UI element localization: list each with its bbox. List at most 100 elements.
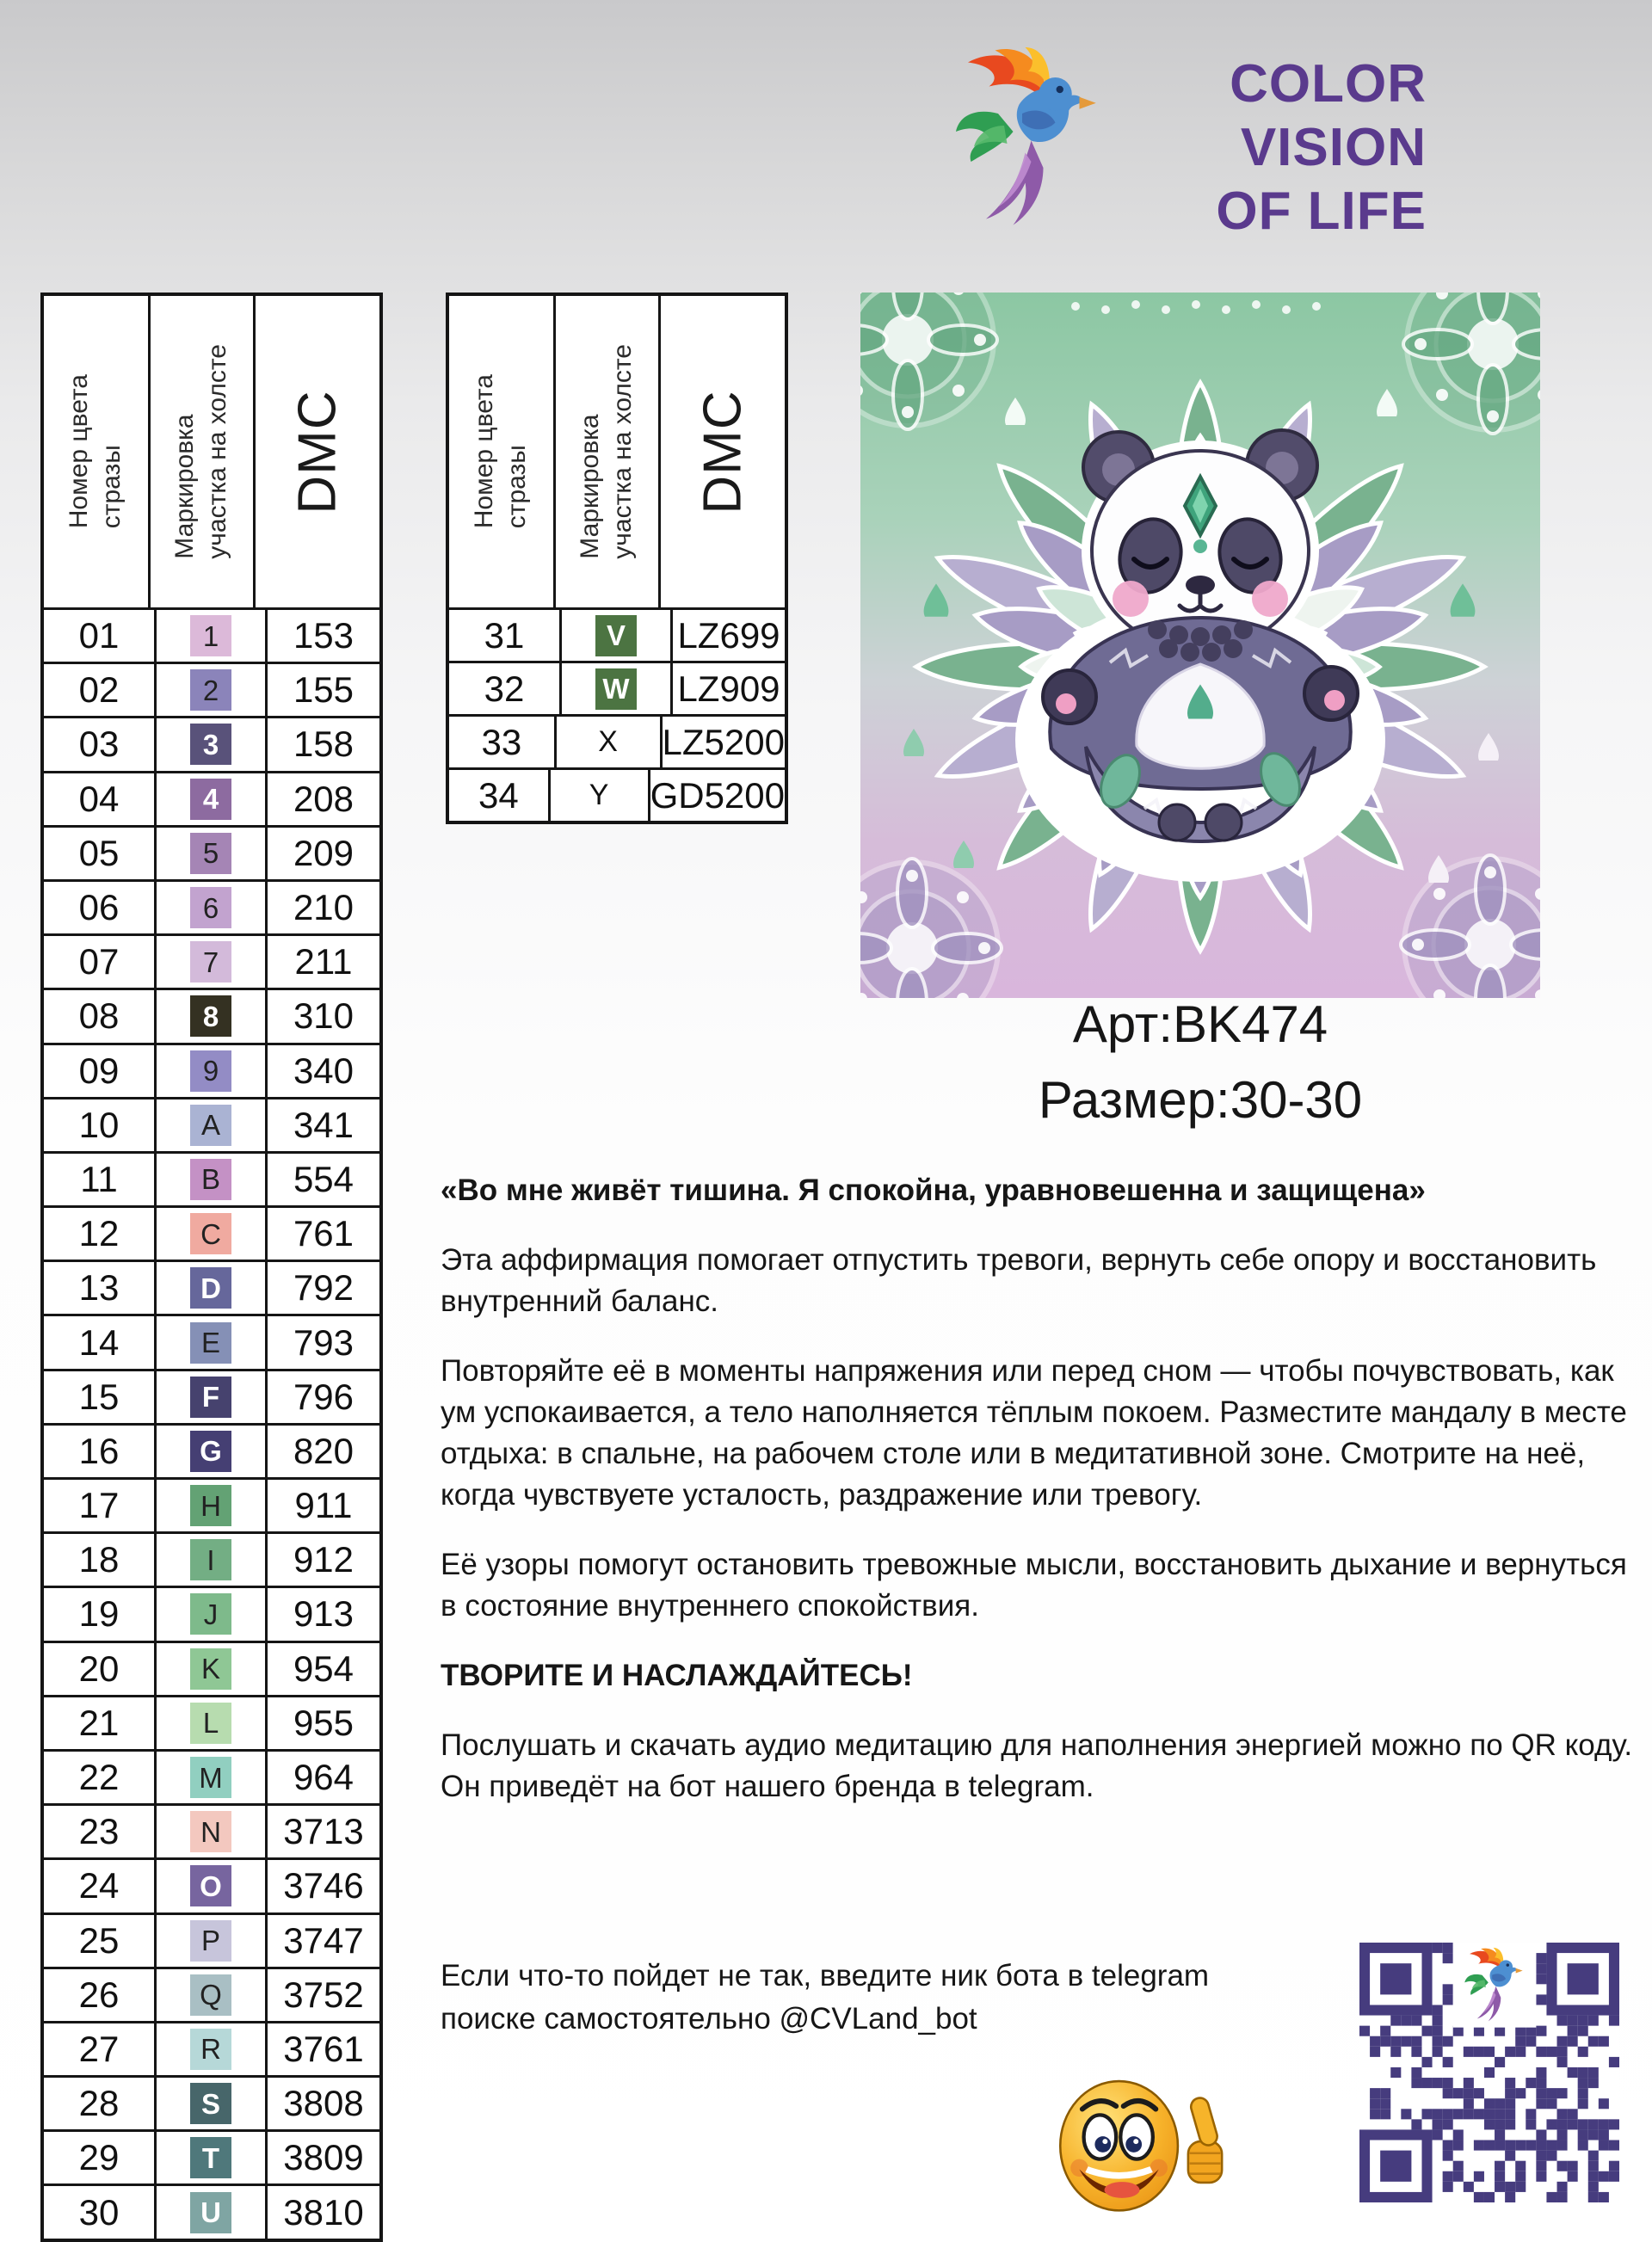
telegram-fallback-note: Если что-то пойдет не так, введите ник б… xyxy=(441,1959,1210,2036)
dmc-code: LZ5200 xyxy=(662,721,785,762)
table-row: 28 S 3808 xyxy=(44,2075,379,2130)
color-swatch: M xyxy=(190,1757,231,1799)
table-row: 15 F 796 xyxy=(44,1368,379,1423)
table-row: 17 H 911 xyxy=(44,1477,379,1532)
bead-number: 01 xyxy=(44,610,157,662)
dmc-code: 210 xyxy=(293,887,354,928)
table-row: 02 2 155 xyxy=(44,662,379,717)
table-header: Номер цвета стразы Маркировка участка на… xyxy=(449,296,785,607)
brand-logo: COLOR VISION OF LIFE xyxy=(942,47,1427,243)
canvas-mark-cell: 4 xyxy=(157,773,268,825)
heading-text: «Во мне живёт тишина. Я спокойна, уравно… xyxy=(441,1173,1426,1207)
table-row: 10 A 341 xyxy=(44,1096,379,1151)
table-row: 20 K 954 xyxy=(44,1640,379,1695)
color-swatch: 7 xyxy=(190,941,231,983)
bead-number: 03 xyxy=(44,718,157,771)
dmc-code: 3746 xyxy=(283,1865,364,1906)
color-swatch: N xyxy=(190,1811,231,1853)
color-swatch: P xyxy=(190,1919,231,1962)
table-row: 16 G 820 xyxy=(44,1422,379,1477)
canvas-mark-cell: Y xyxy=(551,770,650,821)
bead-number: 19 xyxy=(44,1588,157,1641)
article-number: Арт:BK474 xyxy=(1072,995,1328,1053)
dmc-code: 913 xyxy=(293,1593,354,1635)
dmc-code: 211 xyxy=(294,941,353,982)
color-swatch: T xyxy=(190,2137,231,2179)
dmc-code: 153 xyxy=(293,615,354,656)
bead-number: 10 xyxy=(44,1099,157,1151)
bead-number: 20 xyxy=(44,1642,157,1695)
color-swatch: Q xyxy=(190,1974,231,2016)
bead-number: 33 xyxy=(449,717,557,767)
color-swatch: L xyxy=(190,1702,231,1744)
canvas-mark-cell: G xyxy=(157,1425,268,1477)
table-row: 24 O 3746 xyxy=(44,1857,379,1912)
dmc-code: 911 xyxy=(294,1485,353,1526)
table-row: 26 Q 3752 xyxy=(44,1966,379,2021)
body-paragraph: Эта аффирмация помогает отпустить тревог… xyxy=(441,1243,1597,1318)
dmc-code: 820 xyxy=(293,1430,354,1471)
color-swatch: 3 xyxy=(190,724,231,766)
color-swatch: V xyxy=(595,614,637,656)
table-row: 31 V LZ699 xyxy=(449,607,785,661)
color-swatch: 6 xyxy=(190,887,231,929)
bead-number: 31 xyxy=(449,610,562,661)
canvas-mark-cell: X xyxy=(557,717,663,767)
bead-number: 34 xyxy=(449,770,551,821)
brand-line-1: COLOR xyxy=(1230,54,1427,114)
table-row: 34 Y GD5200 xyxy=(449,767,785,821)
color-swatch: O xyxy=(190,1865,231,1907)
bead-number: 17 xyxy=(44,1480,157,1532)
color-swatch: 5 xyxy=(190,832,231,874)
canvas-mark-cell: K xyxy=(157,1642,268,1695)
artwork-size: Размер:30-30 xyxy=(1038,1071,1363,1129)
header-dmc: DMC xyxy=(693,389,753,514)
color-swatch: C xyxy=(190,1213,231,1255)
dmc-code: 341 xyxy=(293,1104,354,1145)
color-swatch: J xyxy=(190,1593,231,1635)
bead-number: 18 xyxy=(44,1534,157,1586)
brand-line-2: VISION xyxy=(1240,118,1427,177)
table-row: 05 5 209 xyxy=(44,824,379,879)
brand-name: COLOR VISION OF LIFE xyxy=(1130,47,1427,243)
color-swatch: S xyxy=(190,2083,231,2125)
canvas-mark-cell: 1 xyxy=(157,610,268,662)
dmc-code: 3809 xyxy=(283,2137,364,2178)
bead-number: 09 xyxy=(44,1044,157,1097)
table-row: 23 N 3713 xyxy=(44,1803,379,1858)
dmc-code: GD5200 xyxy=(650,774,785,816)
header-canvas-mark: Маркировка участка на холсте xyxy=(556,296,661,607)
bead-number: 11 xyxy=(44,1153,157,1206)
color-swatch: H xyxy=(190,1485,231,1527)
color-swatch: R xyxy=(190,2028,231,2070)
lace-border xyxy=(1071,300,1321,314)
bead-number: 16 xyxy=(44,1425,157,1477)
bead-number: 21 xyxy=(44,1697,157,1749)
canvas-mark-cell: N xyxy=(157,1806,268,1858)
dmc-code: 954 xyxy=(293,1648,354,1689)
header-bead-number: Номер цвета стразы xyxy=(44,296,151,607)
canvas-mark-cell: D xyxy=(157,1262,268,1315)
canvas-mark-cell: 9 xyxy=(157,1044,268,1097)
canvas-mark-cell: W xyxy=(562,663,673,714)
table-row: 33 X LZ5200 xyxy=(449,714,785,767)
canvas-mark-cell: I xyxy=(157,1534,268,1586)
dmc-code: 796 xyxy=(293,1376,354,1417)
table-row: 07 7 211 xyxy=(44,933,379,989)
dmc-code: 310 xyxy=(293,995,354,1037)
color-swatch: K xyxy=(190,1648,231,1690)
table-header: Номер цвета стразы Маркировка участка на… xyxy=(44,296,379,607)
table-row: 21 L 955 xyxy=(44,1694,379,1749)
thumb-up-hand xyxy=(1187,2097,1224,2184)
canvas-mark-cell: J xyxy=(157,1588,268,1641)
bead-number: 28 xyxy=(44,2078,157,2130)
dmc-code: 209 xyxy=(293,832,354,873)
table-row: 03 3 158 xyxy=(44,716,379,771)
table-row: 14 E 793 xyxy=(44,1314,379,1369)
bead-number: 08 xyxy=(44,990,157,1043)
color-swatch: F xyxy=(190,1376,231,1418)
canvas-mark-cell: B xyxy=(157,1153,268,1206)
bead-number: 14 xyxy=(44,1316,157,1369)
bead-number: 06 xyxy=(44,881,157,934)
